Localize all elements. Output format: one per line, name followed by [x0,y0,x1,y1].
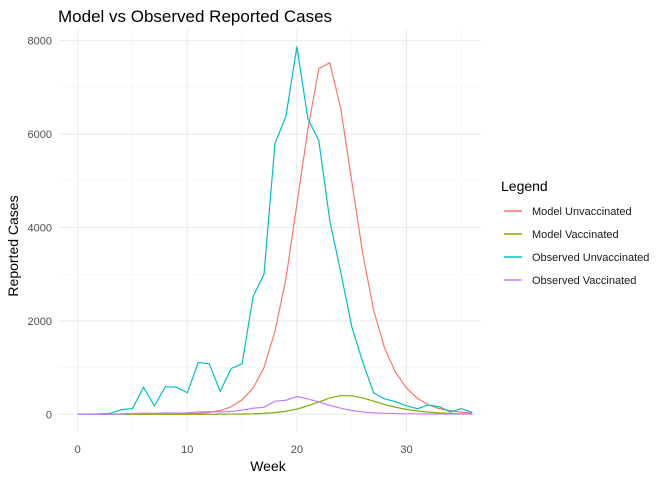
y-tick-label: 6000 [28,129,52,141]
legend-label-model-unvaccinated: Model Unvaccinated [532,206,632,218]
legend-label-observed-vaccinated: Observed Vaccinated [532,275,636,287]
legend-title: Legend [501,178,548,194]
series-lines [77,46,473,415]
legend-label-observed-unvaccinated: Observed Unvaccinated [532,252,649,264]
grid [58,29,481,432]
x-tick-label: 10 [181,444,193,456]
series-line-model-vaccinated [88,394,473,415]
y-tick-label: 8000 [28,36,52,48]
x-axis-ticks: 0 10 20 30 [75,444,413,456]
y-tick-label: 2000 [28,316,52,328]
x-tick-label: 0 [75,444,81,456]
legend-label-model-vaccinated: Model Vaccinated [532,229,619,241]
x-axis-title: Week [250,458,287,474]
chart-title: Model vs Observed Reported Cases [58,7,332,26]
y-tick-label: 0 [46,409,52,421]
y-axis-title: Reported Cases [5,195,21,296]
series-line-observed-unvaccinated [77,46,473,415]
series-line-observed-vaccinated [77,395,473,415]
legend: Legend Model Unvaccinated Model Vaccinate… [501,178,649,287]
x-tick-label: 20 [291,444,303,456]
x-tick-label: 30 [400,444,412,456]
y-axis-ticks: 0 2000 4000 6000 8000 [28,36,52,422]
y-tick-label: 4000 [28,222,52,234]
series-line-model-unvaccinated [88,62,473,415]
